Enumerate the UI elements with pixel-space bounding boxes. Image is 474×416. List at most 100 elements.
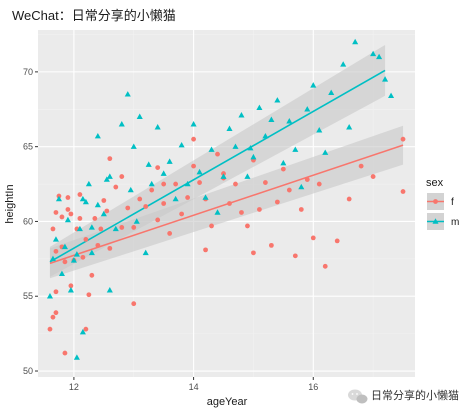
point-m: [82, 198, 89, 205]
point-m: [250, 153, 257, 160]
point-m: [388, 92, 395, 99]
point-m: [136, 113, 143, 119]
point-m: [352, 38, 359, 45]
point-m: [154, 124, 161, 130]
point-f: [95, 242, 101, 248]
point-f: [53, 310, 59, 316]
point-f: [50, 226, 56, 232]
point-f: [257, 207, 262, 212]
point-m: [46, 293, 54, 299]
point-m: [220, 173, 227, 179]
point-m: [376, 53, 383, 60]
point-m: [208, 146, 215, 152]
point-f: [149, 187, 155, 193]
point-f: [179, 211, 185, 217]
point-m: [184, 180, 191, 187]
confidence-bands: [49, 44, 404, 279]
point-m: [178, 141, 185, 148]
point-m: [340, 61, 347, 67]
watermark: 日常分享的小懒猫: [348, 388, 459, 404]
point-m: [94, 201, 101, 208]
point-m: [130, 143, 137, 149]
point-f: [197, 180, 202, 185]
y-tick-label: 60: [23, 216, 33, 226]
point-m: [310, 82, 317, 88]
point-f: [113, 184, 119, 190]
point-f: [65, 207, 71, 212]
x-tick-label: 14: [189, 382, 199, 392]
point-f: [233, 181, 238, 187]
point-f: [50, 314, 56, 320]
point-m: [64, 216, 71, 223]
point-m: [73, 251, 80, 257]
point-f: [167, 231, 173, 236]
point-f: [125, 205, 131, 211]
y-tick-label: 55: [23, 291, 33, 301]
point-m: [127, 186, 134, 193]
point-f: [59, 214, 65, 220]
point-m: [58, 270, 65, 277]
point-f: [203, 247, 208, 253]
point-f: [286, 187, 292, 193]
point-f: [107, 245, 113, 251]
y-tick-label: 50: [23, 366, 33, 376]
point-f: [155, 217, 161, 223]
point-m: [238, 112, 245, 118]
point-m: [85, 180, 92, 187]
point-f: [185, 195, 191, 200]
point-f: [53, 210, 59, 215]
point-f: [161, 181, 167, 187]
point-f: [227, 201, 232, 206]
point-f: [400, 136, 406, 142]
point-f: [89, 272, 95, 278]
point-m: [61, 243, 68, 250]
wechat-icon: [348, 389, 368, 404]
point-f: [77, 216, 83, 221]
point-f: [400, 189, 406, 194]
point-m: [172, 195, 179, 202]
point-m: [88, 224, 95, 230]
y-tick-label: 65: [23, 142, 33, 152]
point-m: [370, 50, 377, 57]
point-m: [286, 118, 293, 124]
point-f: [304, 177, 310, 182]
x-axis-ticks: 12 14 16: [69, 377, 318, 392]
point-m: [124, 91, 131, 97]
confidence-band-f: [49, 125, 404, 279]
fit-line-f: [49, 144, 404, 265]
point-m: [274, 97, 281, 103]
point-m: [190, 121, 197, 127]
point-m: [292, 146, 299, 152]
point-m: [247, 144, 254, 151]
point-m: [316, 127, 323, 133]
point-m: [106, 287, 113, 293]
point-m: [106, 173, 113, 179]
point-f: [119, 225, 125, 230]
y-axis-title: heightIn: [4, 184, 16, 223]
point-m: [49, 255, 57, 262]
point-f: [62, 259, 68, 265]
point-f: [346, 196, 352, 202]
point-f: [83, 326, 89, 332]
point-m: [112, 225, 119, 232]
point-f: [137, 196, 143, 202]
point-m: [346, 124, 353, 130]
x-tick-label: 16: [308, 382, 318, 392]
point-m: [52, 236, 59, 242]
point-f: [334, 238, 340, 244]
point-f: [262, 180, 268, 185]
point-m: [160, 170, 167, 176]
point-f: [161, 201, 167, 206]
point-f: [191, 136, 196, 142]
point-f: [53, 248, 59, 254]
point-m: [298, 183, 305, 190]
point-m: [103, 176, 110, 182]
point-f: [370, 174, 376, 179]
point-f: [215, 151, 220, 157]
fit-lines: [49, 69, 404, 265]
point-f: [68, 283, 74, 289]
point-m: [214, 209, 221, 215]
point-m: [145, 161, 152, 167]
point-m: [226, 125, 233, 131]
